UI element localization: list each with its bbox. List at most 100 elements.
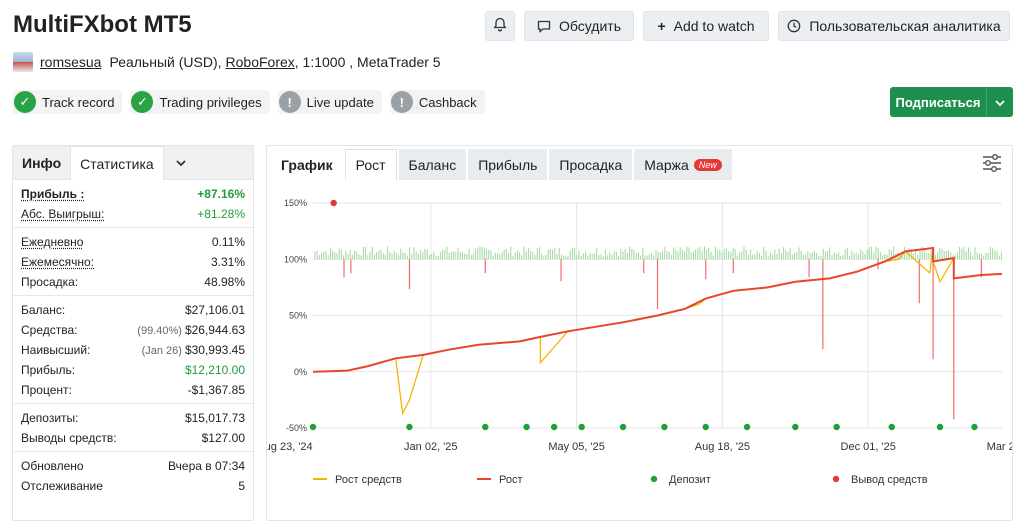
stat-row: Процент: -$1,367.85 (13, 380, 253, 400)
stat-row: Прибыль : +87.16% (13, 184, 253, 204)
y-tick-label: 100% (284, 254, 307, 264)
stat-value: $15,017.73 (184, 411, 245, 425)
badges-row: ✓ Track record ✓ Trading privileges ! Li… (13, 90, 485, 114)
statistics-panel: Инфо Статистика Прибыль : +87.16% Абс. В… (12, 145, 254, 521)
notification-button[interactable] (485, 11, 515, 41)
stat-value: Вчера в 07:34 (168, 459, 245, 473)
stat-value: $27,106.01 (184, 303, 245, 317)
stat-value: (99.40%) $26,944.63 (137, 323, 245, 337)
custom-analytics-button[interactable]: Пользовательская аналитика (778, 11, 1010, 41)
y-tick-label: 150% (284, 198, 307, 208)
add-to-watch-button[interactable]: + Add to watch (643, 11, 769, 41)
deposit-marker (482, 423, 489, 431)
stat-label: Наивысший: (21, 343, 91, 357)
x-tick-label: Jan 02, '25 (404, 441, 457, 453)
exclamation-icon: ! (390, 91, 413, 113)
page-title: MultiFXbot MT5 (13, 11, 192, 38)
custom-analytics-label: Пользовательская аналитика (809, 18, 1001, 34)
withdrawal-marker (330, 199, 337, 207)
equity-value: $26,944.63 (184, 323, 245, 337)
stats-group-meta: Обновлено Вчера в 07:34 Отслеживание 5 (13, 452, 253, 499)
x-tick-label: Aug 23, '24 (267, 441, 313, 453)
y-tick-label: 50% (289, 311, 307, 321)
deposit-marker (702, 423, 709, 431)
badge-label: Track record (42, 94, 115, 110)
account-details: , 1:1000 , MetaTrader 5 (294, 54, 441, 70)
x-tick-label: May 05, '25 (548, 441, 605, 453)
stat-row: Наивысший: (Jan 26) $30,993.45 (13, 340, 253, 360)
growth-line (312, 246, 1003, 373)
badge-trading-privileges[interactable]: ✓ Trading privileges (130, 90, 270, 114)
stat-value: -$1,367.85 (187, 383, 245, 397)
deposit-marker (550, 423, 558, 431)
stat-label: Средства: (21, 323, 78, 337)
growth-chart[interactable]: 150% 100% 50% 0% -50% Aug 23, '24 Jan 02, '25 M… (267, 182, 1012, 520)
stat-label: Обновлено (21, 459, 84, 473)
deposit-marker (309, 423, 317, 431)
stat-label[interactable]: Ежедневно (21, 235, 84, 249)
x-tick-label: Aug 18, '25 (695, 441, 750, 453)
exclamation-icon: ! (278, 91, 301, 113)
stat-label[interactable]: Абс. Выигрыш: (21, 207, 105, 221)
chart-settings-icon[interactable] (982, 154, 1002, 172)
subscribe-dropdown-button[interactable] (986, 87, 1013, 117)
discuss-label: Обсудить (559, 18, 621, 34)
badge-live-update[interactable]: ! Live update (277, 90, 382, 114)
stat-label[interactable]: Ежемесячно: (21, 255, 95, 269)
tab-balance[interactable]: Баланс (398, 149, 467, 180)
stat-row: Средства: (99.40%) $26,944.63 (13, 320, 253, 340)
badge-label: Trading privileges (159, 94, 262, 110)
author-link[interactable]: romsesua (40, 54, 102, 70)
deposit-marker (406, 423, 413, 431)
badge-label: Live update (306, 94, 374, 110)
tab-margin[interactable]: Маржа New (634, 149, 732, 180)
clock-icon (787, 19, 801, 33)
subscribe-button[interactable]: Подписаться (895, 94, 981, 110)
avatar[interactable] (13, 52, 33, 72)
bell-icon (493, 17, 507, 35)
tab-profit[interactable]: Прибыль (468, 149, 548, 180)
account-type: Реальный (USD), (109, 54, 222, 70)
deposit-marker (523, 423, 530, 431)
stat-value: $12,210.00 (184, 363, 245, 377)
stat-value: 0.11% (211, 235, 245, 249)
stat-value: +87.16% (197, 187, 245, 201)
badge-track-record[interactable]: ✓ Track record (13, 90, 123, 114)
tab-info[interactable]: Инфо (22, 154, 62, 171)
stat-value: 5 (238, 479, 245, 493)
y-tick-label: -50% (286, 423, 307, 433)
stat-value: (Jan 26) $30,993.45 (142, 343, 245, 357)
stat-row: Ежемесячно: 3.31% (13, 252, 253, 272)
legend-label: Рост (499, 474, 523, 486)
comment-icon (537, 20, 551, 33)
account-info-row: romsesua Реальный (USD), RoboForex , 1:1… (13, 52, 441, 72)
highest-value: $30,993.45 (184, 343, 245, 357)
stat-value: 48.98% (204, 275, 245, 289)
legend-label: Депозит (669, 474, 711, 486)
badge-cashback[interactable]: ! Cashback (389, 90, 485, 114)
deposit-marker (971, 423, 978, 431)
tabs-more-button[interactable] (164, 146, 198, 179)
stat-label: Прибыль: (21, 363, 76, 377)
tab-statistics[interactable]: Статистика (70, 146, 164, 180)
discuss-button[interactable]: Обсудить (524, 11, 634, 41)
stats-group-balance: Баланс: $27,106.01 Средства: (99.40%) $26… (13, 296, 253, 404)
tab-drawdown[interactable]: Просадка (549, 149, 633, 180)
stat-label[interactable]: Прибыль : (21, 187, 85, 201)
broker-link[interactable]: RoboForex (225, 54, 295, 70)
legend-label: Рост средств (335, 474, 402, 486)
stat-row: Депозиты: $15,017.73 (13, 408, 253, 428)
x-tick-label: Dec 01, '25 (841, 441, 896, 453)
stats-group-rates: Ежедневно 0.11% Ежемесячно: 3.31% Просад… (13, 228, 253, 296)
chevron-down-icon (176, 156, 186, 170)
chevron-down-icon (995, 95, 1005, 110)
check-icon: ✓ (14, 91, 36, 113)
stat-row: Баланс: $27,106.01 (13, 300, 253, 320)
chart-panel: График Рост Баланс Прибыль Просадка Марж… (266, 145, 1013, 521)
stat-row: Отслеживание 5 (13, 476, 253, 496)
tab-chart: График (281, 156, 333, 173)
deposit-marker (888, 423, 895, 431)
tab-growth[interactable]: Рост (344, 149, 397, 180)
legend-swatch (650, 475, 658, 483)
highest-date: (Jan 26) (141, 345, 182, 357)
